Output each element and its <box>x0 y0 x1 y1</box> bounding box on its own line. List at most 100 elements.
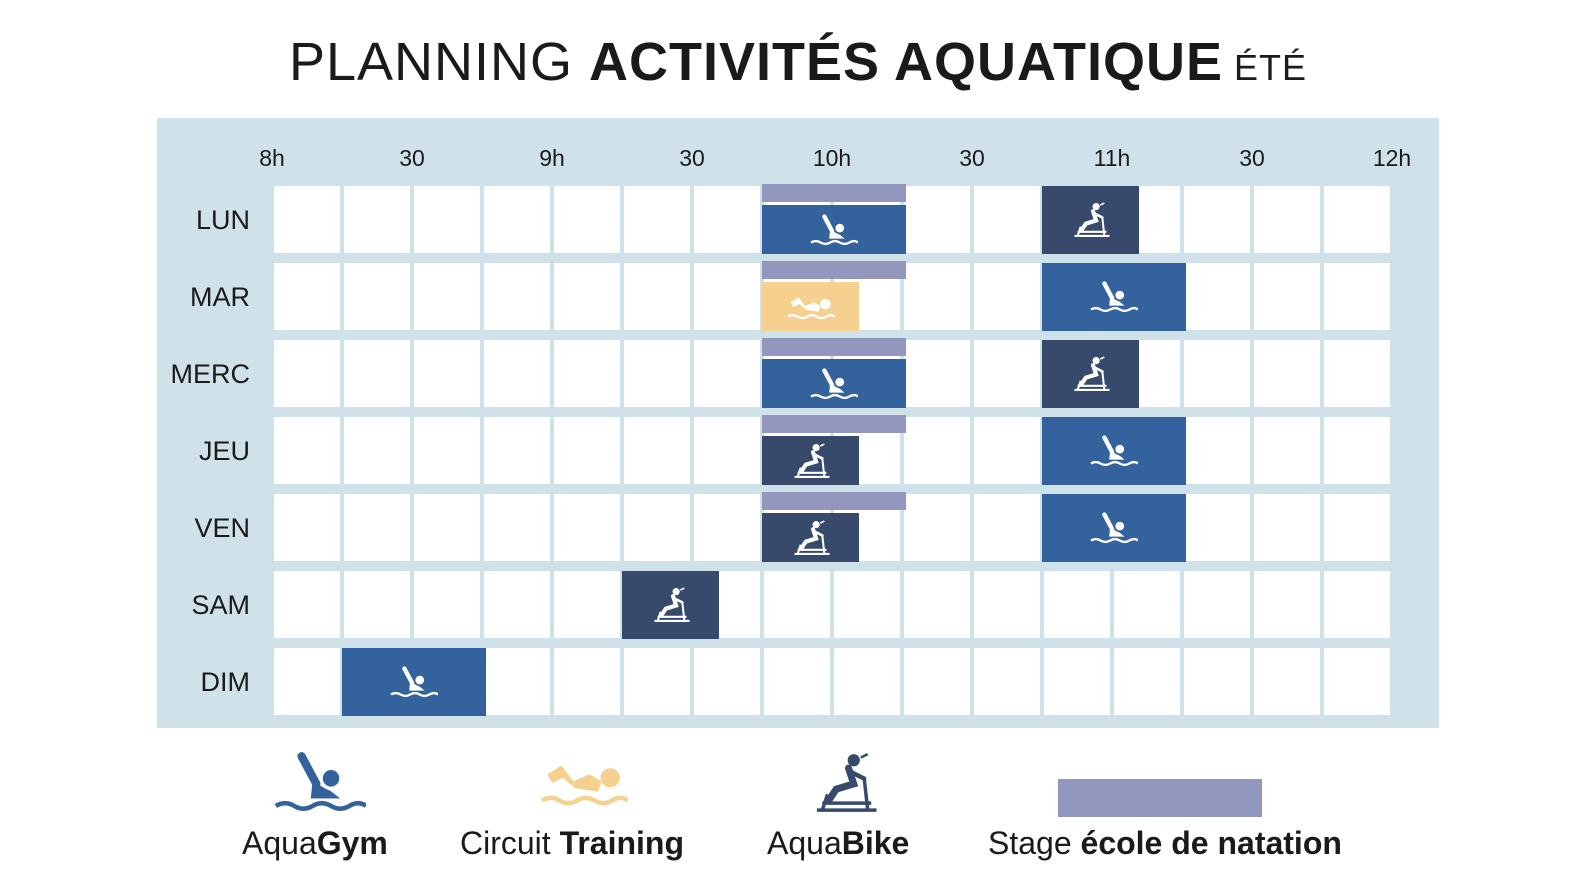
grid-cell <box>624 186 690 253</box>
grid-cell <box>904 340 970 407</box>
aquagym-block <box>762 359 906 408</box>
grid-cell <box>904 571 970 638</box>
grid-cell <box>694 186 760 253</box>
grid-cell <box>974 263 1040 330</box>
grid-cell <box>1184 494 1250 561</box>
aquagym-swimmer-icon <box>1090 279 1138 315</box>
hour-label: 30 <box>959 145 985 171</box>
grid-cell <box>1184 571 1250 638</box>
aquagym-block <box>342 648 486 716</box>
grid-cell <box>414 571 480 638</box>
grid-cell <box>694 340 760 407</box>
grid-cell <box>484 340 550 407</box>
grid-cell <box>554 263 620 330</box>
grid-cell <box>694 263 760 330</box>
grid-cell <box>974 571 1040 638</box>
grid-cell <box>344 340 410 407</box>
stage-ecole-natation-block <box>762 338 906 356</box>
legend-aquabike-label: AquaBike <box>767 825 910 861</box>
grid-cell <box>1254 263 1320 330</box>
hour-label: 8h <box>259 145 285 171</box>
grid-cell <box>624 263 690 330</box>
grid-cell <box>344 263 410 330</box>
grid-cell <box>904 263 970 330</box>
aquagym-swimmer-icon <box>1090 433 1138 469</box>
day-label-jeu: JEU <box>198 435 250 466</box>
grid-cell <box>484 186 550 253</box>
aquagym-block <box>762 205 906 254</box>
grid-cell <box>554 494 620 561</box>
grid-cell <box>764 648 830 715</box>
hour-label: 30 <box>1239 145 1265 171</box>
legend-circuit-label: Circuit Training <box>460 825 685 861</box>
grid-cell <box>904 186 970 253</box>
grid-cell <box>554 340 620 407</box>
stage-ecole-natation-block <box>762 261 906 279</box>
day-label-sam: SAM <box>191 589 250 620</box>
aquabike-cyclist-icon <box>787 519 835 556</box>
grid-cell <box>904 417 970 484</box>
grid-cell <box>274 186 340 253</box>
aquagym-swimmer-icon <box>810 366 858 402</box>
grid-cell <box>344 186 410 253</box>
hour-label: 9h <box>539 145 565 171</box>
grid-cell <box>274 263 340 330</box>
grid-cell <box>484 648 550 715</box>
day-label-lun: LUN <box>195 204 250 235</box>
grid-cell <box>554 648 620 715</box>
grid-cell <box>904 494 970 561</box>
grid-cell <box>414 186 480 253</box>
grid-cell <box>834 571 900 638</box>
grid-cell <box>974 340 1040 407</box>
grid-cell <box>624 340 690 407</box>
grid-cell <box>1184 340 1250 407</box>
aquagym-block <box>1042 263 1186 331</box>
aquabike-block <box>762 513 860 562</box>
grid-cell <box>1254 648 1320 715</box>
stage-ecole-natation-block <box>762 184 906 202</box>
grid-cell <box>1324 417 1390 484</box>
grid-cell <box>1254 494 1320 561</box>
grid-cell <box>274 417 340 484</box>
aquagym-block <box>1042 494 1186 562</box>
grid-cell <box>764 571 830 638</box>
grid-cell <box>694 648 760 715</box>
aquabike-icon <box>810 752 880 814</box>
grid-cell <box>624 648 690 715</box>
grid-cell <box>1324 186 1390 253</box>
circuit-training-icon <box>786 289 835 325</box>
grid-cell <box>344 417 410 484</box>
aquabike-cyclist-icon <box>787 442 835 479</box>
grid-cell <box>1324 263 1390 330</box>
aquagym-icon <box>274 752 368 812</box>
hour-label: 12h <box>1372 145 1412 171</box>
legend-aquagym-label: AquaGym <box>242 825 388 861</box>
grid-cell <box>974 417 1040 484</box>
grid-cell <box>414 263 480 330</box>
grid-cell <box>274 340 340 407</box>
grid-cell <box>1254 186 1320 253</box>
hour-label: 30 <box>679 145 705 171</box>
grid-cell <box>484 417 550 484</box>
grid-cell <box>1324 340 1390 407</box>
grid-cell <box>1184 417 1250 484</box>
grid-cell <box>484 571 550 638</box>
aquabike-block <box>1042 186 1140 254</box>
grid-cell <box>414 340 480 407</box>
grid-cell <box>1254 340 1320 407</box>
aquabike-cyclist-icon <box>647 587 695 623</box>
grid-cell <box>1184 186 1250 253</box>
grid-cell <box>554 571 620 638</box>
day-label-dim: DIM <box>200 666 251 697</box>
day-label-ven: VEN <box>194 512 250 543</box>
day-label-merc: MERC <box>170 358 251 389</box>
aquagym-swimmer-icon <box>810 212 858 248</box>
legend-stage-label: Stage école de natation <box>988 825 1342 861</box>
aquabike-cyclist-icon <box>1067 202 1115 238</box>
circuit-training-icon <box>540 755 630 811</box>
aquabike-block <box>762 436 860 485</box>
aquagym-swimmer-icon <box>1090 510 1138 546</box>
aquabike-block <box>622 571 720 639</box>
grid-cell <box>1254 571 1320 638</box>
grid-cell <box>1254 417 1320 484</box>
